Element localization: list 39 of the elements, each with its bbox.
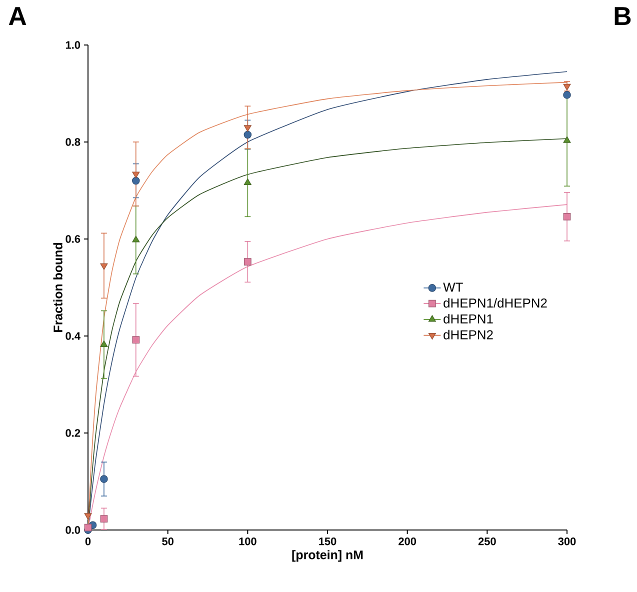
y-tick-label: 0.2 xyxy=(66,429,80,437)
point xyxy=(244,178,252,186)
x-tick-label: 0 xyxy=(85,538,91,546)
y-tick-label: 0.4 xyxy=(66,332,80,340)
point xyxy=(132,176,140,185)
legend-label: dHEPN1/dHEPN2 xyxy=(444,298,547,308)
text: A xyxy=(8,7,26,26)
point xyxy=(84,524,92,532)
point xyxy=(563,136,571,143)
x-tick-label: 100 xyxy=(239,538,256,546)
x-axis-title: [protein] nM xyxy=(292,550,363,562)
point xyxy=(244,258,252,266)
point xyxy=(100,263,108,270)
point xyxy=(244,130,252,139)
point xyxy=(132,336,140,344)
legend-label: dHEPN2 xyxy=(444,330,493,340)
point xyxy=(100,475,108,483)
point xyxy=(132,172,140,178)
point xyxy=(244,125,252,132)
x-tick-label: 250 xyxy=(478,538,496,546)
point xyxy=(100,515,108,523)
point xyxy=(563,84,571,90)
y-tick-label: 0.8 xyxy=(66,138,80,146)
y-tick-label: 0.6 xyxy=(66,235,80,243)
x-tick-label: 50 xyxy=(162,538,174,546)
point xyxy=(132,236,140,242)
y-axis-title: Fraction bound xyxy=(53,243,62,332)
x-tick-label: 200 xyxy=(398,538,416,546)
text: B xyxy=(614,7,631,26)
y-tick-label: 0.0 xyxy=(66,526,80,534)
point xyxy=(563,212,571,220)
y-tick-label: 1.0 xyxy=(66,41,80,49)
x-tick-label: 300 xyxy=(558,538,576,546)
point xyxy=(563,91,571,99)
x-tick-label: 150 xyxy=(319,538,336,546)
point xyxy=(84,513,92,520)
point xyxy=(100,340,108,348)
legend-label: WT xyxy=(443,282,463,292)
legend-label: dHEPN1 xyxy=(444,314,493,324)
